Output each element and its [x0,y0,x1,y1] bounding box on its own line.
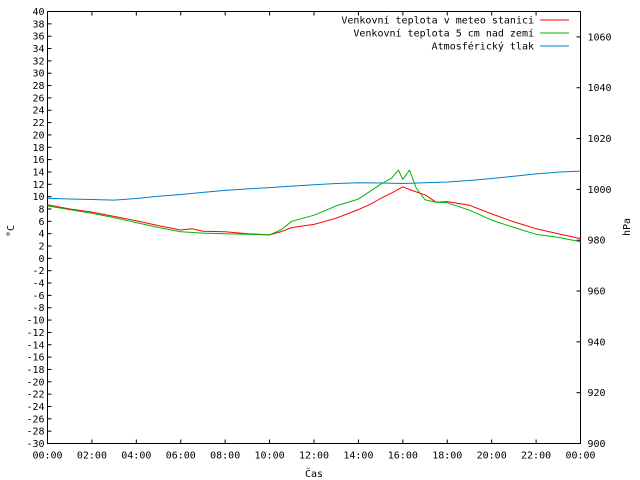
y-left-tick-label: 24 [32,106,44,117]
legend-label: Atmosférický tlak [432,41,534,53]
y-right-tick-label: 960 [588,287,606,298]
x-tick-label: 12:00 [299,451,329,462]
y-right-tick-label: 920 [588,388,606,399]
series-lines [47,169,581,243]
x-tick-label: 06:00 [166,451,196,462]
y-left-tick-label: -30 [26,439,44,450]
x-tick-label: 02:00 [77,451,107,462]
y-left-tick-label: 22 [32,118,44,129]
legend-label: Venkovní teplota v meteo stanici [341,15,534,27]
y-right-tick-label: 1020 [588,134,612,145]
y-axis-title-left: °C [6,225,17,237]
x-tick-label: 16:00 [388,451,418,462]
y-left-tick-label: 6 [38,217,44,228]
y-right-tick-label: 1040 [588,83,612,94]
series-line-1 [47,169,581,243]
x-tick-label: 08:00 [210,451,240,462]
y-left-tick-label: -8 [32,303,44,314]
y-left-tick-label: 8 [38,204,44,215]
y-right-tick-label: 900 [588,439,606,450]
y-left-tick-label: -12 [26,328,44,339]
y-left-tick-label: -4 [32,279,44,290]
y-left-tick-label: 26 [32,93,44,104]
y-left-tick-label: 36 [32,32,44,43]
y-left-tick-label: 10 [32,192,44,203]
y-left-tick-label: -28 [26,427,44,438]
x-tick-label: 10:00 [255,451,285,462]
x-tick-label: 20:00 [477,451,507,462]
y-left-tick-label: 14 [32,167,44,178]
y-right-tick-label: 980 [588,236,606,247]
y-left-tick-label: -2 [32,266,44,277]
y-left-tick-label: 30 [32,69,44,80]
series-line-0 [47,186,581,240]
x-tick-label: 04:00 [121,451,151,462]
y-left-tick-label: -24 [26,402,44,413]
y-axis-title-right: hPa [622,218,633,236]
y-left-tick-label: -20 [26,377,44,388]
y-left-tick-label: 34 [32,44,44,55]
y-left-tick-label: -22 [26,390,44,401]
y-left-tick-label: 0 [38,254,44,265]
x-tick-label: 18:00 [432,451,462,462]
axis-ticks: 4038363432302826242220181614121086420-2-… [26,7,611,462]
plot-frame [47,11,581,444]
x-tick-label: 14:00 [343,451,373,462]
y-left-tick-label: 18 [32,143,44,154]
y-left-tick-label: 12 [32,180,44,191]
y-left-tick-label: 20 [32,130,44,141]
y-left-tick-label: -26 [26,414,44,425]
y-left-tick-label: -14 [26,340,44,351]
y-left-tick-label: 38 [32,19,44,30]
y-left-tick-label: 40 [32,7,44,18]
x-axis-title: Čas [305,467,323,480]
y-left-tick-label: 2 [38,242,44,253]
x-tick-label: 00:00 [565,451,595,462]
legend: Venkovní teplota v meteo staniciVenkovní… [341,15,569,53]
y-left-tick-label: 32 [32,56,44,67]
y-right-tick-label: 940 [588,337,606,348]
y-right-tick-label: 1000 [588,185,612,196]
series-line-2 [47,170,581,201]
y-left-tick-label: -18 [26,365,44,376]
x-tick-label: 22:00 [521,451,551,462]
y-left-tick-label: -10 [26,316,44,327]
y-left-tick-label: -6 [32,291,44,302]
y-left-tick-label: 28 [32,81,44,92]
x-tick-label: 00:00 [32,451,62,462]
y-left-tick-label: 16 [32,155,44,166]
y-right-tick-label: 1060 [588,32,612,43]
y-left-tick-label: 4 [38,229,44,240]
legend-label: Venkovní teplota 5 cm nad zemí [353,28,534,40]
y-left-tick-label: -16 [26,353,44,364]
